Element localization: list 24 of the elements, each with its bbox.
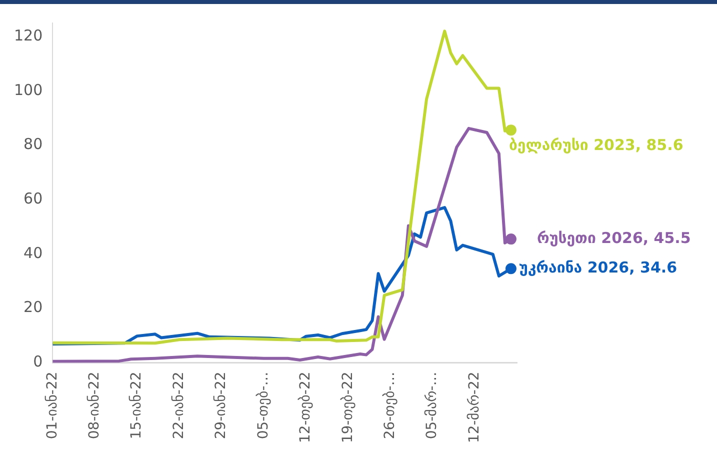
y-tick-label: 80: [24, 135, 43, 154]
x-tick-label: 05-თებ-…: [255, 372, 272, 440]
x-tick-label: 12-მარ-22: [466, 372, 482, 444]
y-tick-label: 60: [24, 190, 43, 208]
x-tick-label: 01-იან-22: [44, 372, 60, 440]
x-tick-label: 15-იან-22: [128, 372, 145, 440]
x-tick-label: 26-თებ-…: [382, 372, 398, 440]
y-tick-label: 40: [24, 244, 43, 262]
annotation: რუსეთი 2026, 45.5: [536, 228, 691, 247]
x-tick-label: 22-იან-22: [170, 372, 187, 440]
y-tick-label: 0: [33, 352, 43, 371]
annotation: ბელარუსი 2023, 85.6: [508, 136, 684, 154]
point: [505, 263, 516, 274]
x-tick-label: 08-იან-22: [86, 372, 102, 440]
x-tick-label: 05-მარ-…: [424, 372, 440, 440]
y-tick-label: 120: [14, 26, 43, 44]
y-tick-label: 100: [14, 80, 43, 99]
x-tick-label: 29-იან-22: [213, 372, 230, 440]
annotation: უკრაინა 2026, 34.6: [518, 258, 678, 277]
y-tick-label: 20: [24, 298, 43, 316]
x-tick-label: 12-თებ-22: [298, 372, 314, 444]
point: [505, 234, 516, 245]
x-tick-label: 19-თებ-22: [340, 372, 356, 444]
point: [505, 124, 516, 136]
